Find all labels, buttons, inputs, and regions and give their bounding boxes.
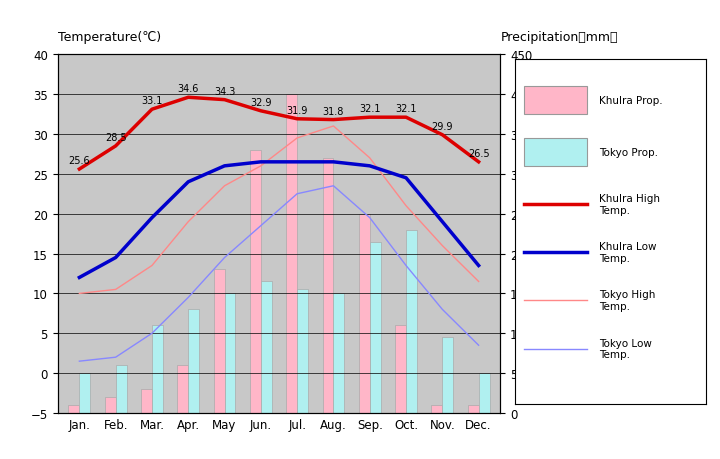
Bar [214, 270, 225, 413]
Text: Khulra Low
Temp.: Khulra Low Temp. [599, 242, 656, 263]
Bar [359, 214, 370, 413]
Bar [116, 365, 127, 413]
Text: 32.9: 32.9 [250, 98, 271, 107]
Text: Khulra Prop.: Khulra Prop. [599, 96, 662, 106]
Text: 31.8: 31.8 [323, 106, 344, 116]
Bar [395, 325, 406, 413]
Bar [431, 405, 442, 413]
Bar [297, 290, 308, 413]
Text: Tokyo Prop.: Tokyo Prop. [599, 148, 658, 157]
Text: 29.9: 29.9 [431, 122, 453, 131]
Bar [323, 158, 333, 413]
Bar [287, 95, 297, 413]
Text: Tokyo High
Temp.: Tokyo High Temp. [599, 290, 655, 311]
Text: 26.5: 26.5 [468, 149, 490, 158]
Bar [225, 294, 235, 413]
Text: Khulra High
Temp.: Khulra High Temp. [599, 194, 660, 215]
Text: 32.1: 32.1 [395, 104, 417, 114]
Text: 34.6: 34.6 [178, 84, 199, 94]
Text: 33.1: 33.1 [141, 96, 163, 106]
Bar [152, 325, 163, 413]
Text: 34.3: 34.3 [214, 86, 235, 96]
Bar [406, 230, 417, 413]
Bar [468, 405, 479, 413]
Bar [188, 310, 199, 413]
FancyBboxPatch shape [524, 87, 588, 115]
Text: Temperature(℃): Temperature(℃) [58, 31, 161, 44]
Bar [79, 373, 90, 413]
Bar [261, 282, 271, 413]
Text: 28.5: 28.5 [105, 133, 127, 143]
Bar [442, 337, 453, 413]
Bar [370, 242, 381, 413]
Bar [177, 365, 188, 413]
Bar [250, 151, 261, 413]
Text: Tokyo Low
Temp.: Tokyo Low Temp. [599, 338, 652, 359]
Text: 31.9: 31.9 [287, 106, 308, 116]
Text: 32.1: 32.1 [359, 104, 380, 114]
Bar [333, 294, 344, 413]
FancyBboxPatch shape [524, 139, 588, 166]
Bar [141, 389, 152, 413]
Bar [68, 405, 79, 413]
Text: 25.6: 25.6 [68, 156, 90, 166]
Bar [105, 397, 116, 413]
Bar [479, 373, 490, 413]
Text: Precipitation（mm）: Precipitation（mm） [500, 31, 618, 44]
